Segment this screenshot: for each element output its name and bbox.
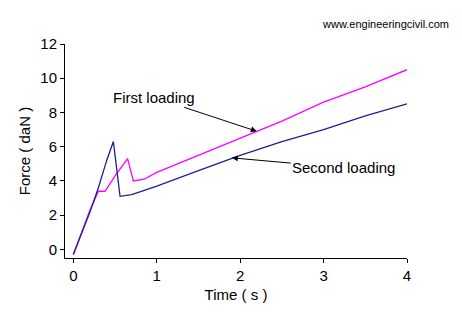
svg-text:2: 2 <box>236 267 244 284</box>
svg-text:www.engineeringcivil.com: www.engineeringcivil.com <box>322 18 449 30</box>
svg-text:First loading: First loading <box>113 89 195 106</box>
svg-text:1: 1 <box>153 267 161 284</box>
svg-text:6: 6 <box>49 138 57 155</box>
svg-text:0: 0 <box>69 267 77 284</box>
svg-text:Time ( s ): Time ( s ) <box>205 286 268 303</box>
svg-text:4: 4 <box>49 172 57 189</box>
svg-text:Second loading: Second loading <box>292 159 395 176</box>
svg-text:10: 10 <box>40 69 57 86</box>
svg-text:12: 12 <box>40 35 57 52</box>
svg-text:3: 3 <box>319 267 327 284</box>
svg-text:8: 8 <box>49 104 57 121</box>
svg-text:Force ( daN ): Force ( daN ) <box>16 107 33 195</box>
svg-text:2: 2 <box>49 206 57 223</box>
svg-text:0: 0 <box>49 241 57 258</box>
svg-text:4: 4 <box>403 267 411 284</box>
